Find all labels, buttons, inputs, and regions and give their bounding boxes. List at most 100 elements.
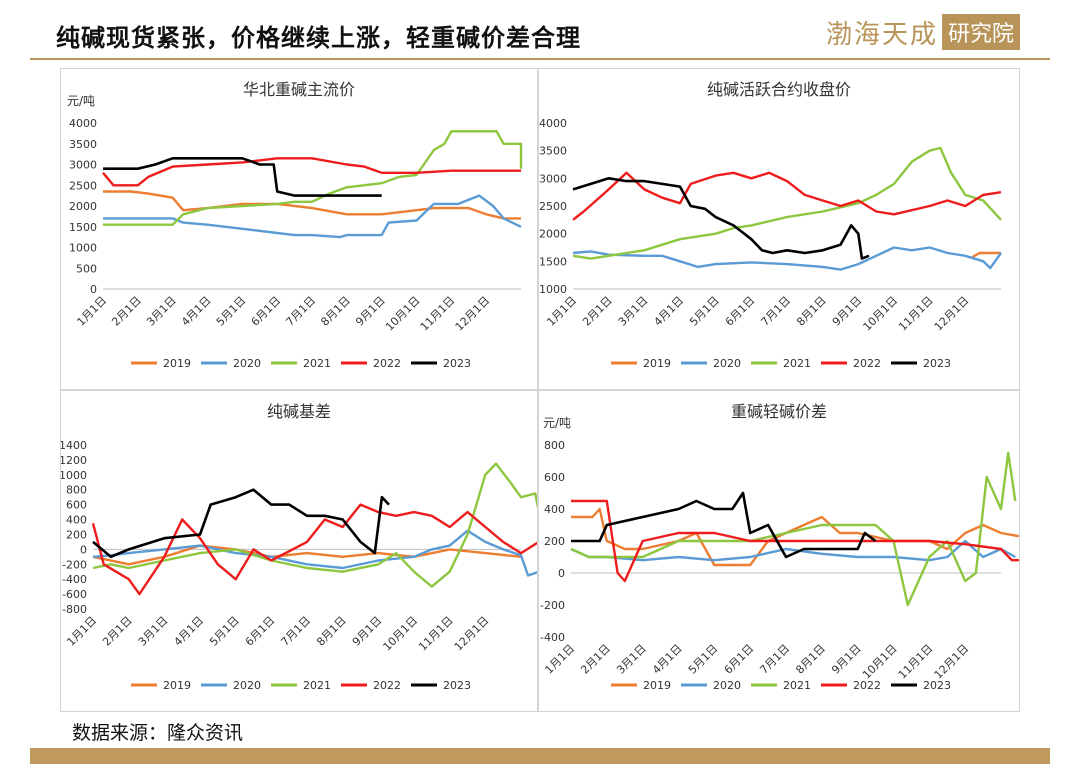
y-tick-label: 2000 (539, 228, 567, 241)
x-tick-label: 11月1日 (896, 294, 936, 334)
x-tick-label: 1月1日 (542, 642, 577, 677)
x-tick-label: 9月1日 (350, 614, 385, 649)
y-tick-label: 1200 (61, 454, 87, 467)
chart-title: 纯碱基差 (267, 402, 331, 421)
y-tick-label: 500 (76, 262, 97, 275)
y-tick-label: 1400 (61, 439, 87, 452)
series-line-2022 (571, 499, 1019, 583)
series-line-2022 (102, 157, 521, 187)
series-line-2023 (103, 157, 382, 197)
x-tick-label: 3月1日 (144, 294, 179, 329)
y-tick-label: -400 (540, 631, 565, 644)
y-tick-label: 1000 (61, 469, 87, 482)
y-tick-label: 200 (66, 528, 87, 541)
legend-label-2019: 2019 (163, 679, 191, 692)
chart-panel-heavy-light-spread: 重碱轻碱价差 元/吨 -400 -200 0 200 400 600 800 1月1日 2月1日 3月… (538, 390, 1020, 712)
y-tick-label: 800 (544, 439, 565, 452)
legend-label-2020: 2020 (233, 357, 261, 370)
y-tick-label: -400 (62, 573, 87, 586)
page-title: 纯碱现货紧张，价格继续上涨，轻重碱价差合理 (56, 24, 581, 52)
legend-label-2021: 2021 (783, 679, 811, 692)
x-tick-label: 5月1日 (686, 642, 721, 677)
series-line-2020 (103, 194, 522, 239)
series-line-2021 (572, 146, 1002, 260)
x-tick-label: 11月1日 (896, 642, 936, 682)
series-line-2020 (570, 539, 1016, 562)
series-line-2023 (571, 491, 877, 559)
y-tick-label: 0 (558, 567, 565, 580)
legend-label-2020: 2020 (713, 679, 741, 692)
y-tick-label: 1500 (69, 221, 97, 234)
x-tick-label: 8月1日 (794, 294, 829, 329)
series-line-2023 (572, 177, 870, 260)
series-line-2020 (572, 246, 1002, 271)
y-tick-label: 600 (66, 499, 87, 512)
legend-label-2023: 2023 (443, 357, 471, 370)
y-axis-unit: 元/吨 (67, 94, 95, 108)
x-tick-label: 11月1日 (416, 614, 456, 654)
x-tick-label: 3月1日 (616, 294, 651, 329)
x-tick-label: 7月1日 (758, 294, 793, 329)
y-tick-label: 2500 (539, 200, 567, 213)
brand-logo: 渤海天成 研究院 (826, 14, 1021, 50)
x-tick-label: 12月1日 (453, 294, 493, 334)
x-tick-label: 8月1日 (793, 642, 828, 677)
logo-text: 渤海天成 (826, 19, 939, 50)
x-tick-label: 2月1日 (580, 294, 615, 329)
y-tick-label: -800 (62, 603, 87, 616)
legend-label-2022: 2022 (853, 357, 881, 370)
x-tick-label: 9月1日 (830, 294, 865, 329)
series-line-2022 (572, 171, 1002, 221)
x-tick-label: 9月1日 (829, 642, 864, 677)
legend-label-2020: 2020 (713, 357, 741, 370)
y-tick-label: 3000 (69, 159, 97, 172)
legend-label-2021: 2021 (783, 357, 811, 370)
chart-panel-basis: 纯碱基差 -800 -600 -400 -200 0 200 400 600 800 1000 120… (60, 390, 538, 712)
chart-title: 重碱轻碱价差 (731, 402, 827, 421)
x-tick-label: 4月1日 (650, 642, 685, 677)
x-tick-label: 4月1日 (651, 294, 686, 329)
x-tick-label: 2月1日 (109, 294, 144, 329)
x-tick-label: 10月1日 (381, 614, 421, 654)
x-tick-label: 6月1日 (722, 642, 757, 677)
y-tick-label: 4000 (69, 117, 97, 130)
legend-label-2023: 2023 (923, 679, 951, 692)
y-tick-label: 2500 (69, 179, 97, 192)
x-tick-label: 6月1日 (243, 614, 278, 649)
x-tick-label: 6月1日 (723, 294, 758, 329)
y-axis-unit: 元/吨 (543, 416, 571, 430)
x-tick-label: 11月1日 (418, 294, 458, 334)
y-tick-label: 1500 (539, 255, 567, 268)
x-tick-label: 4月1日 (179, 294, 214, 329)
chart-panel-north-china-price: 华北重碱主流价 元/吨 0 500 1000 1500 2000 2500 3000 3500 40… (60, 68, 538, 390)
series-line-2019 (103, 190, 521, 220)
x-tick-label: 6月1日 (249, 294, 284, 329)
logo-box: 研究院 (942, 14, 1021, 50)
y-tick-label: -200 (62, 558, 87, 571)
x-tick-label: 4月1日 (171, 614, 206, 649)
footer-bar (30, 748, 1050, 764)
y-tick-label: -600 (62, 588, 87, 601)
x-tick-label: 1月1日 (74, 294, 109, 329)
series-line-2020 (92, 529, 537, 577)
x-tick-label: 8月1日 (314, 614, 349, 649)
y-tick-label: 0 (80, 543, 87, 556)
x-tick-label: 5月1日 (207, 614, 242, 649)
x-tick-label: 5月1日 (687, 294, 722, 329)
series-line-2021 (92, 462, 537, 588)
x-tick-label: 7月1日 (757, 642, 792, 677)
chart-title: 华北重碱主流价 (243, 80, 355, 99)
x-tick-label: 12月1日 (932, 642, 972, 682)
x-tick-label: 2月1日 (100, 614, 135, 649)
chart-panel-futures-close: 纯碱活跃合约收盘价 1000 1500 2000 2500 3000 3500 4000 1月1… (538, 68, 1020, 390)
legend-label-2019: 2019 (643, 679, 671, 692)
y-tick-label: 800 (66, 484, 87, 497)
legend-label-2020: 2020 (233, 679, 261, 692)
y-tick-label: 0 (90, 283, 97, 296)
y-tick-label: 400 (544, 503, 565, 516)
x-tick-label: 10月1日 (383, 294, 423, 334)
x-tick-label: 7月1日 (278, 614, 313, 649)
y-tick-label: 1000 (539, 283, 567, 296)
